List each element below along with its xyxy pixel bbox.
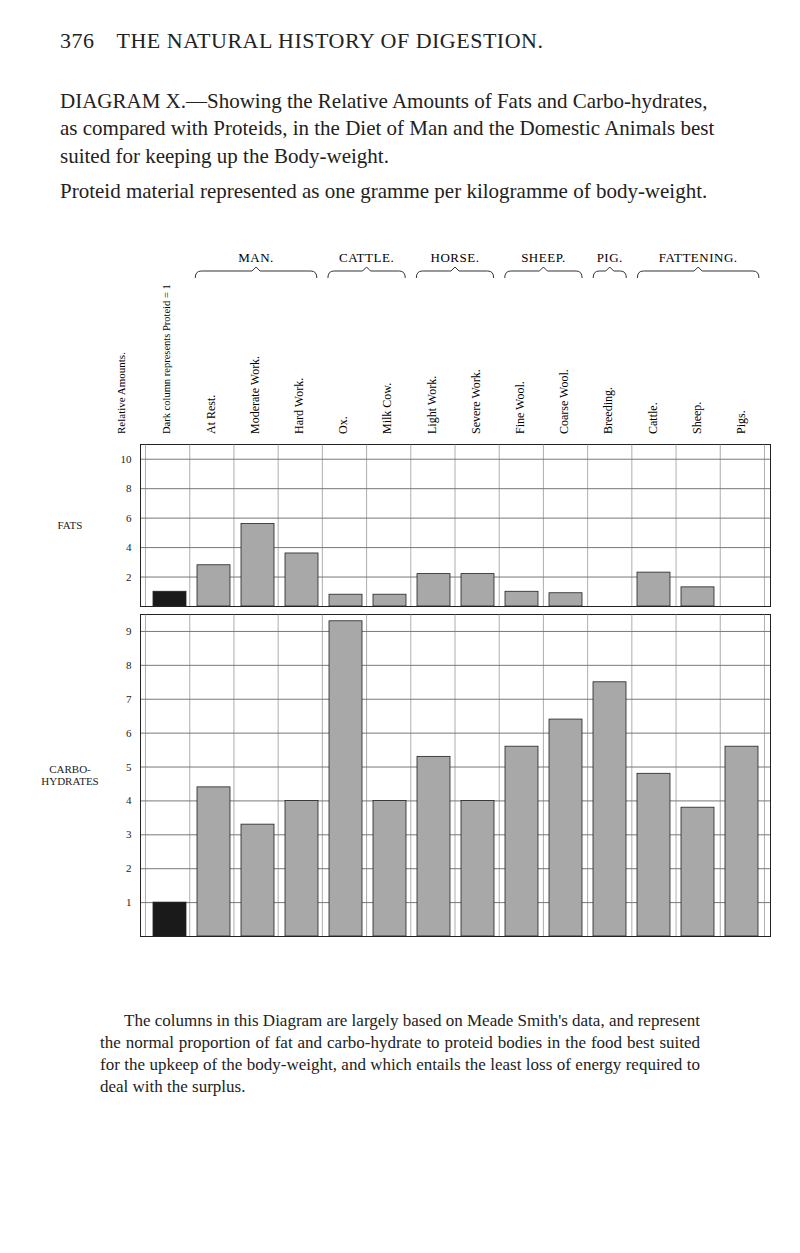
svg-text:9: 9 — [126, 625, 132, 637]
svg-text:At Rest.: At Rest. — [204, 395, 218, 434]
svg-text:Hard Work.: Hard Work. — [292, 378, 306, 434]
svg-text:3: 3 — [126, 828, 132, 840]
svg-text:Pigs.: Pigs. — [734, 410, 748, 434]
svg-text:FATTENING.: FATTENING. — [659, 250, 738, 265]
html-text:CARBO-HYDRATES: CARBO-HYDRATES — [41, 763, 99, 787]
svg-text:SHEEP.: SHEEP. — [521, 250, 566, 265]
svg-text:Light Work.: Light Work. — [425, 376, 439, 434]
svg-text:6: 6 — [126, 512, 132, 524]
html-text:FATS: FATS — [57, 519, 83, 531]
svg-text:Sheep.: Sheep. — [690, 402, 704, 434]
html-text:The columns in this Diagram ar: The columns in this Diagram are largely … — [100, 1011, 700, 1097]
svg-text:1: 1 — [126, 896, 132, 908]
svg-text:Milk Cow.: Milk Cow. — [380, 383, 394, 434]
svg-text:Relative Amounts.: Relative Amounts. — [115, 352, 127, 434]
svg-text:Breeding.: Breeding. — [601, 387, 615, 434]
html-text:DIAGRAM X.—Showing the Relativ: DIAGRAM X.—Showing the Relative Amounts … — [60, 89, 715, 168]
svg-text:MAN.: MAN. — [238, 250, 274, 265]
html-text:THE NATURAL HISTORY OF DIGESTI: THE NATURAL HISTORY OF DIGESTION. — [116, 28, 544, 53]
svg-text:5: 5 — [126, 761, 132, 773]
svg-text:Coarse Wool.: Coarse Wool. — [557, 369, 571, 434]
svg-text:HORSE.: HORSE. — [431, 250, 480, 265]
svg-text:2: 2 — [126, 571, 132, 583]
svg-text:Dark column represents Proteid: Dark column represents Proteid = 1 — [161, 284, 172, 434]
svg-text:8: 8 — [126, 659, 132, 671]
svg-text:8: 8 — [126, 482, 132, 494]
svg-text:2: 2 — [126, 862, 132, 874]
svg-text:Ox.: Ox. — [336, 416, 350, 434]
svg-text:CATTLE.: CATTLE. — [339, 250, 394, 265]
html-text:Proteid material represented a: Proteid material represented as one gram… — [60, 178, 708, 203]
html-text:376: 376 — [60, 28, 95, 53]
svg-text:6: 6 — [126, 727, 132, 739]
svg-text:10: 10 — [121, 453, 133, 465]
svg-text:7: 7 — [126, 693, 132, 705]
svg-text:Cattle.: Cattle. — [646, 402, 660, 434]
svg-text:Severe Work.: Severe Work. — [469, 369, 483, 434]
svg-text:4: 4 — [126, 794, 132, 806]
svg-text:4: 4 — [126, 541, 132, 553]
svg-text:Moderate Work.: Moderate Work. — [248, 356, 262, 434]
svg-text:PIG.: PIG. — [597, 250, 623, 265]
svg-text:Fine Wool.: Fine Wool. — [513, 381, 527, 434]
